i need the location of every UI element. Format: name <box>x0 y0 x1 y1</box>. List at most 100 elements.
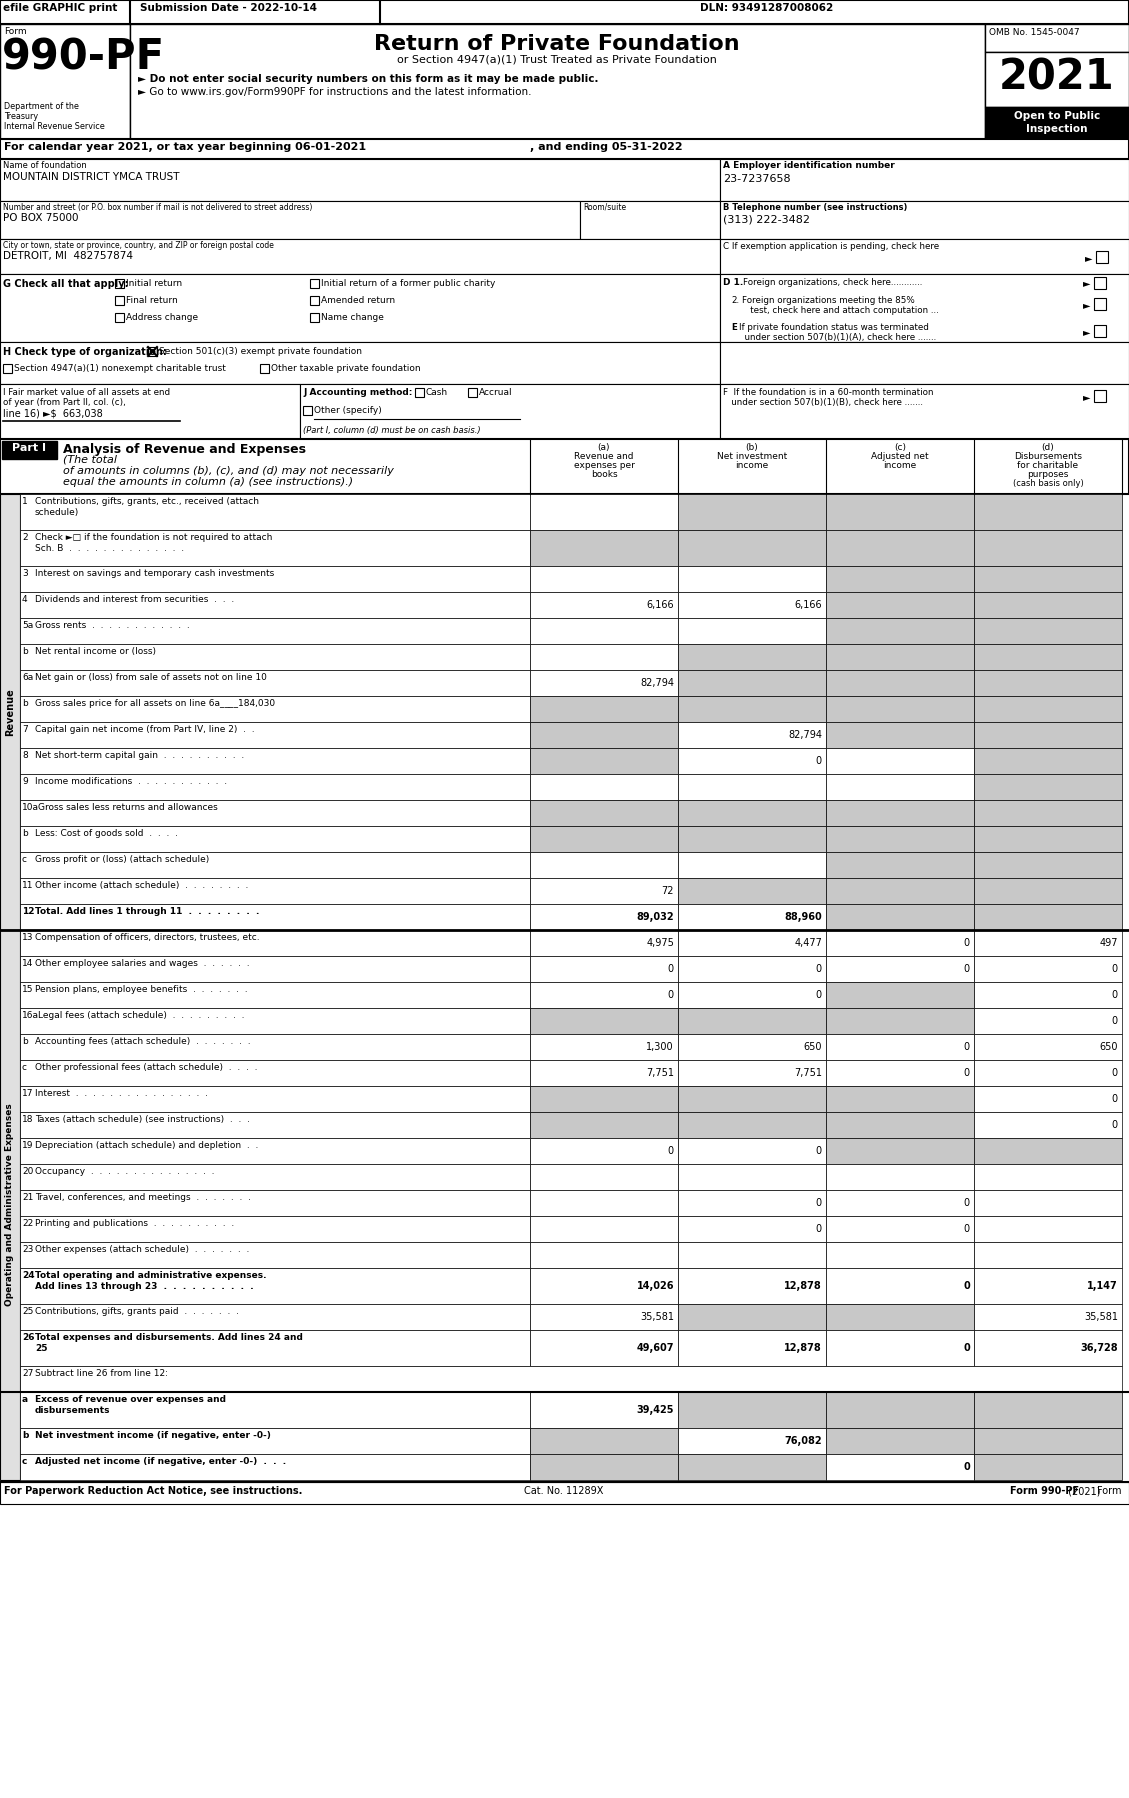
Text: Revenue and: Revenue and <box>575 451 633 460</box>
Bar <box>679 671 826 696</box>
Bar <box>0 0 1129 23</box>
Bar <box>720 385 1129 439</box>
Text: Revenue: Revenue <box>5 689 15 735</box>
Text: 7: 7 <box>21 725 28 734</box>
Text: Open to Public: Open to Public <box>1014 111 1100 120</box>
Bar <box>826 723 974 748</box>
Bar <box>1094 277 1106 289</box>
Text: c: c <box>21 1456 27 1465</box>
Bar <box>974 1111 1122 1138</box>
Bar <box>1096 252 1108 263</box>
Text: Room/suite: Room/suite <box>583 203 627 212</box>
Bar <box>310 297 320 306</box>
Bar <box>679 1242 826 1268</box>
Text: c: c <box>21 1063 27 1072</box>
Bar <box>20 748 530 773</box>
Bar <box>826 1268 974 1304</box>
Text: 10a: 10a <box>21 804 40 813</box>
Text: Address change: Address change <box>126 313 198 322</box>
Text: ►: ► <box>1083 279 1091 288</box>
Text: E: E <box>730 324 737 333</box>
Text: Total. Add lines 1 through 11  .  .  .  .  .  .  .  .: Total. Add lines 1 through 11 . . . . . … <box>35 906 260 915</box>
Bar <box>679 1163 826 1190</box>
Text: MOUNTAIN DISTRICT YMCA TRUST: MOUNTAIN DISTRICT YMCA TRUST <box>3 173 180 182</box>
Text: 7,751: 7,751 <box>646 1068 674 1079</box>
Text: Other income (attach schedule)  .  .  .  .  .  .  .  .: Other income (attach schedule) . . . . .… <box>35 881 248 890</box>
Bar <box>974 644 1122 671</box>
Text: 1,300: 1,300 <box>647 1043 674 1052</box>
Text: 72: 72 <box>662 886 674 895</box>
Bar <box>974 852 1122 877</box>
Bar <box>20 957 530 982</box>
Text: J Accounting method:: J Accounting method: <box>303 388 412 397</box>
Bar <box>679 1392 826 1428</box>
Text: Printing and publications  .  .  .  .  .  .  .  .  .  .: Printing and publications . . . . . . . … <box>35 1219 234 1228</box>
Bar <box>679 723 826 748</box>
Text: Adjusted net: Adjusted net <box>872 451 929 460</box>
Text: 17: 17 <box>21 1090 34 1099</box>
Bar <box>679 566 826 592</box>
Text: Interest  .  .  .  .  .  .  .  .  .  .  .  .  .  .  .  .: Interest . . . . . . . . . . . . . . . . <box>35 1090 208 1099</box>
Text: 650: 650 <box>804 1043 822 1052</box>
Text: 0: 0 <box>668 991 674 1000</box>
Text: 0: 0 <box>1112 1120 1118 1129</box>
Text: Internal Revenue Service: Internal Revenue Service <box>5 122 105 131</box>
Bar <box>974 592 1122 619</box>
Bar <box>974 1242 1122 1268</box>
Bar <box>826 748 974 773</box>
Bar <box>1094 325 1106 336</box>
Bar <box>310 279 320 288</box>
Text: Interest on savings and temporary cash investments: Interest on savings and temporary cash i… <box>35 568 274 577</box>
Text: 0: 0 <box>964 1043 970 1052</box>
Bar <box>679 1455 826 1480</box>
Text: If private foundation status was terminated: If private foundation status was termina… <box>739 324 929 333</box>
Bar <box>530 825 679 852</box>
Bar <box>679 1428 826 1455</box>
Bar <box>826 1242 974 1268</box>
Bar <box>679 957 826 982</box>
Text: Total expenses and disbursements. Add lines 24 and: Total expenses and disbursements. Add li… <box>35 1332 303 1341</box>
Text: PO BOX 75000: PO BOX 75000 <box>3 212 79 223</box>
Text: 39,425: 39,425 <box>637 1404 674 1415</box>
Text: 22: 22 <box>21 1219 33 1228</box>
Bar <box>974 619 1122 644</box>
Bar <box>679 494 826 530</box>
Text: Dividends and interest from securities  .  .  .: Dividends and interest from securities .… <box>35 595 234 604</box>
Text: 20: 20 <box>21 1167 34 1176</box>
Text: Total operating and administrative expenses.: Total operating and administrative expen… <box>35 1271 266 1280</box>
Text: 14: 14 <box>21 958 34 967</box>
Bar <box>679 530 826 566</box>
Text: G Check all that apply:: G Check all that apply: <box>3 279 129 289</box>
Text: (2021): (2021) <box>1065 1485 1101 1496</box>
Bar <box>679 1034 826 1061</box>
Bar <box>20 1009 530 1034</box>
Text: 0: 0 <box>816 1197 822 1208</box>
Text: Accrual: Accrual <box>479 388 513 397</box>
Text: For Paperwork Reduction Act Notice, see instructions.: For Paperwork Reduction Act Notice, see … <box>5 1485 303 1496</box>
Bar <box>826 957 974 982</box>
Text: Name change: Name change <box>321 313 384 322</box>
Bar <box>826 1304 974 1331</box>
Bar <box>303 406 312 415</box>
Bar <box>20 877 530 904</box>
Text: line 16) ►$  663,038: line 16) ►$ 663,038 <box>3 408 103 417</box>
Bar <box>0 342 720 385</box>
Bar <box>826 1190 974 1215</box>
Bar <box>530 1215 679 1242</box>
Bar <box>826 696 974 723</box>
Bar <box>20 619 530 644</box>
Text: ►: ► <box>1083 327 1091 336</box>
Text: Adjusted net income (if negative, enter -0-)  .  .  .: Adjusted net income (if negative, enter … <box>35 1456 286 1465</box>
Bar <box>679 1061 826 1086</box>
Text: 0: 0 <box>1112 991 1118 1000</box>
Bar <box>530 930 679 957</box>
Text: b: b <box>21 699 28 708</box>
Bar <box>20 696 530 723</box>
Text: 0: 0 <box>816 755 822 766</box>
Text: F  If the foundation is in a 60-month termination: F If the foundation is in a 60-month ter… <box>723 388 934 397</box>
Text: or Section 4947(a)(1) Trust Treated as Private Foundation: or Section 4947(a)(1) Trust Treated as P… <box>397 54 717 65</box>
Text: 0: 0 <box>816 1224 822 1233</box>
Text: 0: 0 <box>1112 1068 1118 1079</box>
Bar <box>826 494 974 530</box>
Bar <box>826 1215 974 1242</box>
